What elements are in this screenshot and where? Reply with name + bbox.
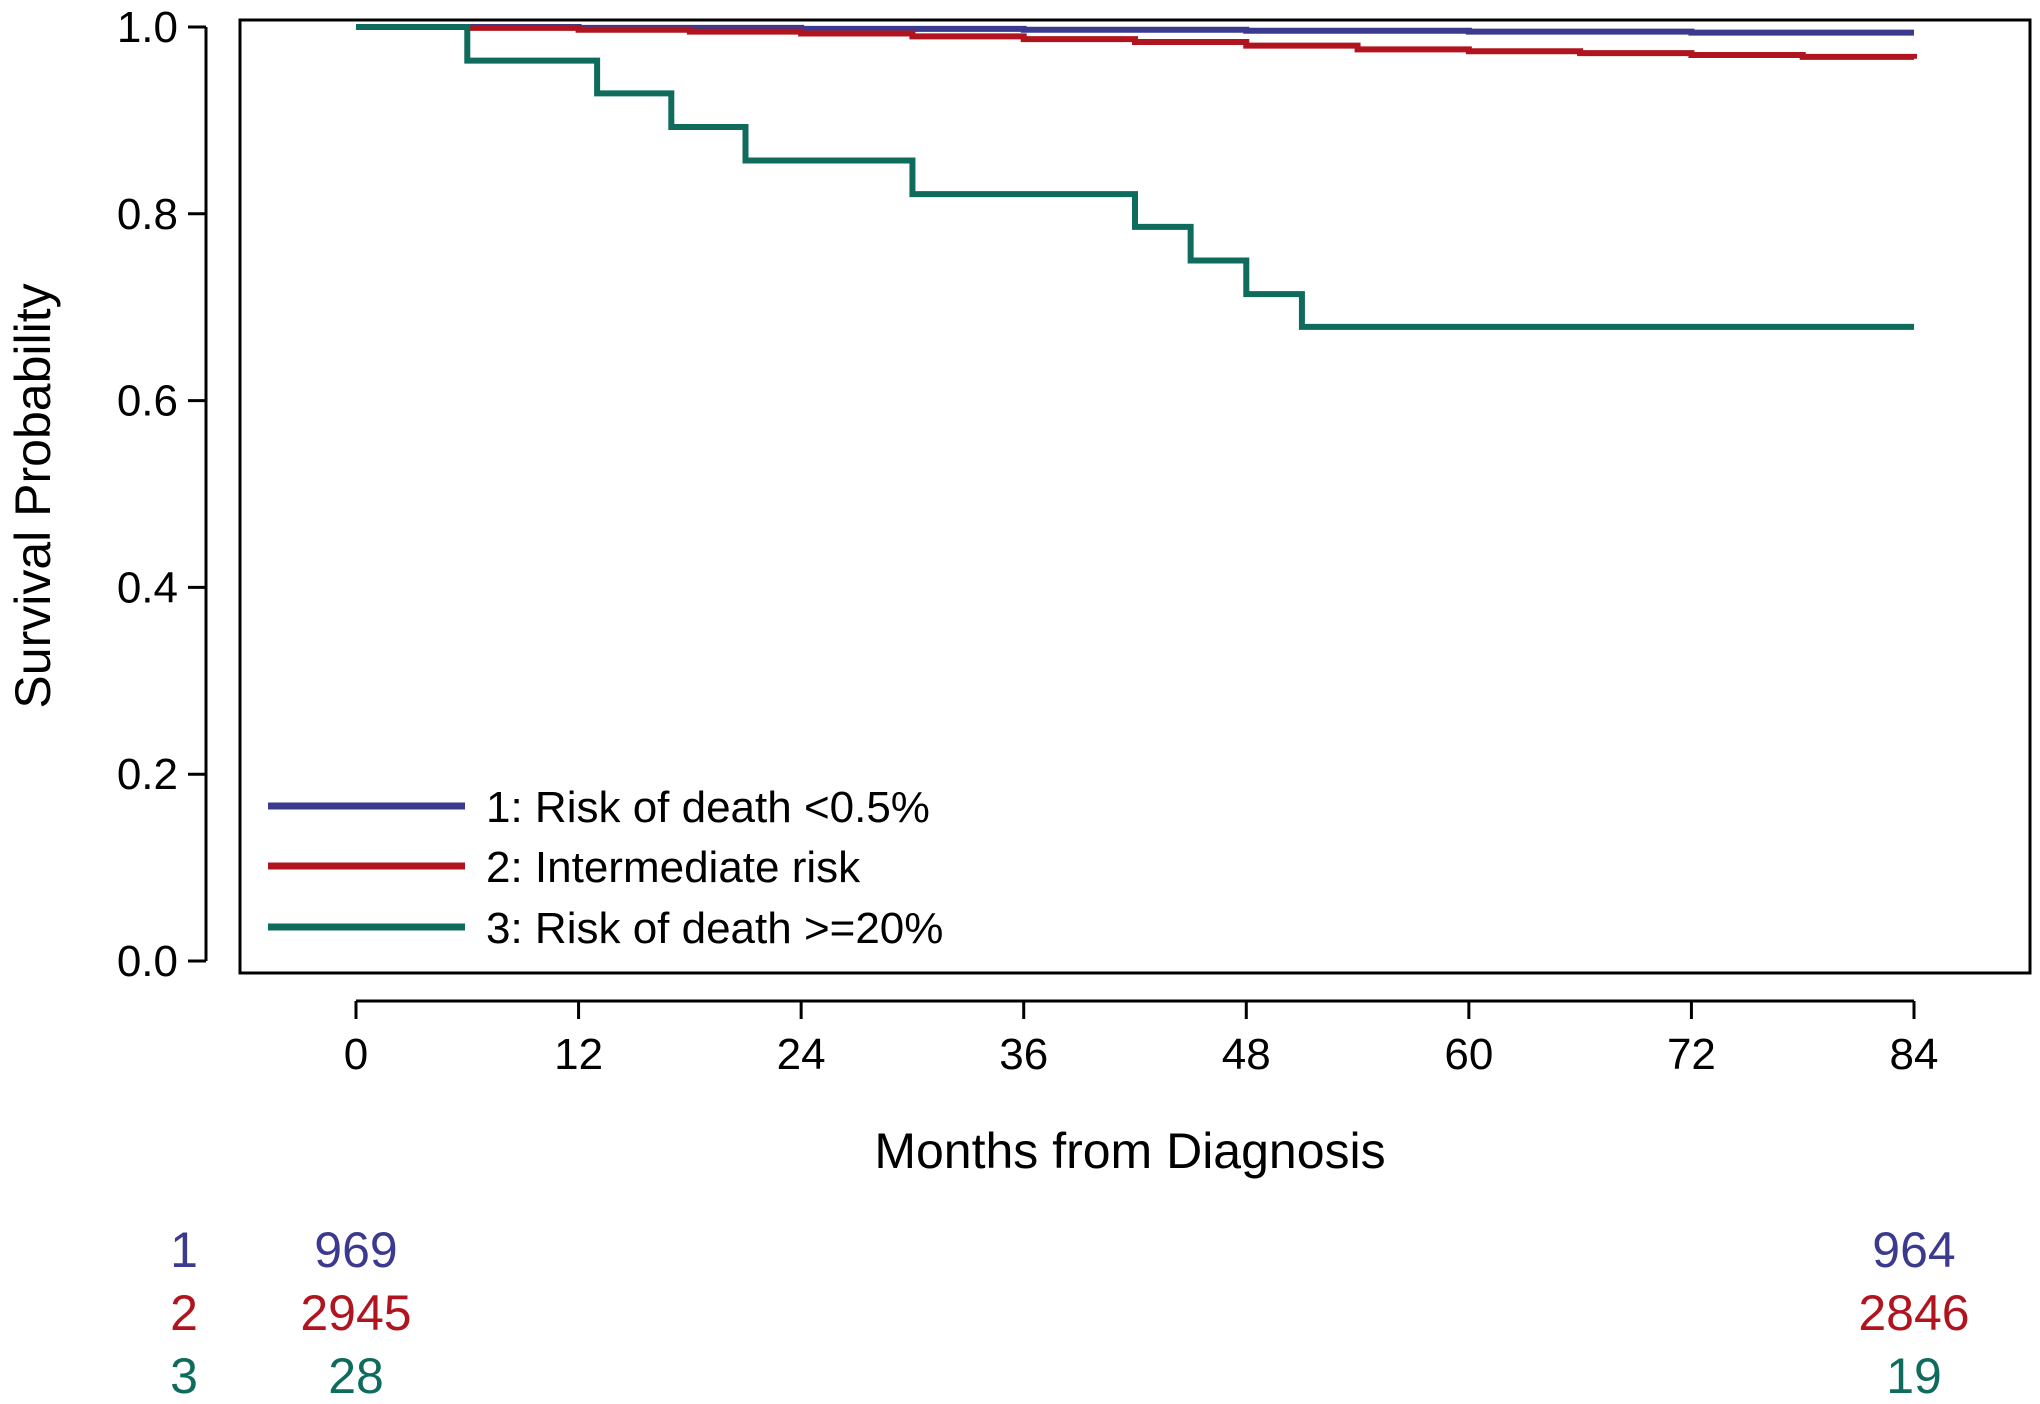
- x-tick-label: 84: [1890, 1030, 1939, 1079]
- legend-label-3: 3: Risk of death >=20%: [486, 904, 943, 953]
- series-line-2: [356, 24, 1917, 60]
- y-axis-title: Survival Probability: [5, 283, 61, 708]
- x-tick-label: 60: [1444, 1030, 1493, 1079]
- axes: 0.0 0.2 0.4 0.6 0.8 1.0 0 12 24 36 48 60 72 84: [117, 3, 1939, 1079]
- y-tick-label: 1.0: [117, 3, 178, 52]
- risk-table: 1 969 964 2 2945 2846 3 28 19: [170, 1222, 1970, 1404]
- series-line-3: [356, 24, 1914, 330]
- y-tick-label: 0.6: [117, 377, 178, 426]
- y-tick-label: 0.8: [117, 190, 178, 239]
- risk-count: 28: [328, 1348, 384, 1404]
- legend-label-2: 2: Intermediate risk: [486, 843, 861, 892]
- x-axis-title: Months from Diagnosis: [874, 1123, 1385, 1179]
- risk-row-label-2: 2: [170, 1285, 198, 1341]
- risk-count: 969: [314, 1222, 397, 1278]
- x-tick-label: 12: [554, 1030, 603, 1079]
- plot-frame: [238, 18, 2032, 975]
- x-tick-label: 0: [344, 1030, 368, 1079]
- risk-row-label-3: 3: [170, 1348, 198, 1404]
- series-layer: [356, 24, 1917, 330]
- x-tick-label: 24: [777, 1030, 826, 1079]
- risk-row-label-1: 1: [170, 1222, 198, 1278]
- x-tick-label: 72: [1667, 1030, 1716, 1079]
- risk-count: 964: [1872, 1222, 1955, 1278]
- x-tick-label: 36: [999, 1030, 1048, 1079]
- risk-count: 19: [1886, 1348, 1942, 1404]
- risk-count: 2846: [1858, 1285, 1969, 1341]
- legend-label-1: 1: Risk of death <0.5%: [486, 783, 930, 832]
- risk-count: 2945: [300, 1285, 411, 1341]
- y-tick-label: 0.4: [117, 563, 178, 612]
- y-tick-label: 0.0: [117, 937, 178, 986]
- x-tick-label: 48: [1222, 1030, 1271, 1079]
- legend: 1: Risk of death <0.5% 2: Intermediate ri…: [268, 783, 943, 953]
- y-tick-label: 0.2: [117, 750, 178, 799]
